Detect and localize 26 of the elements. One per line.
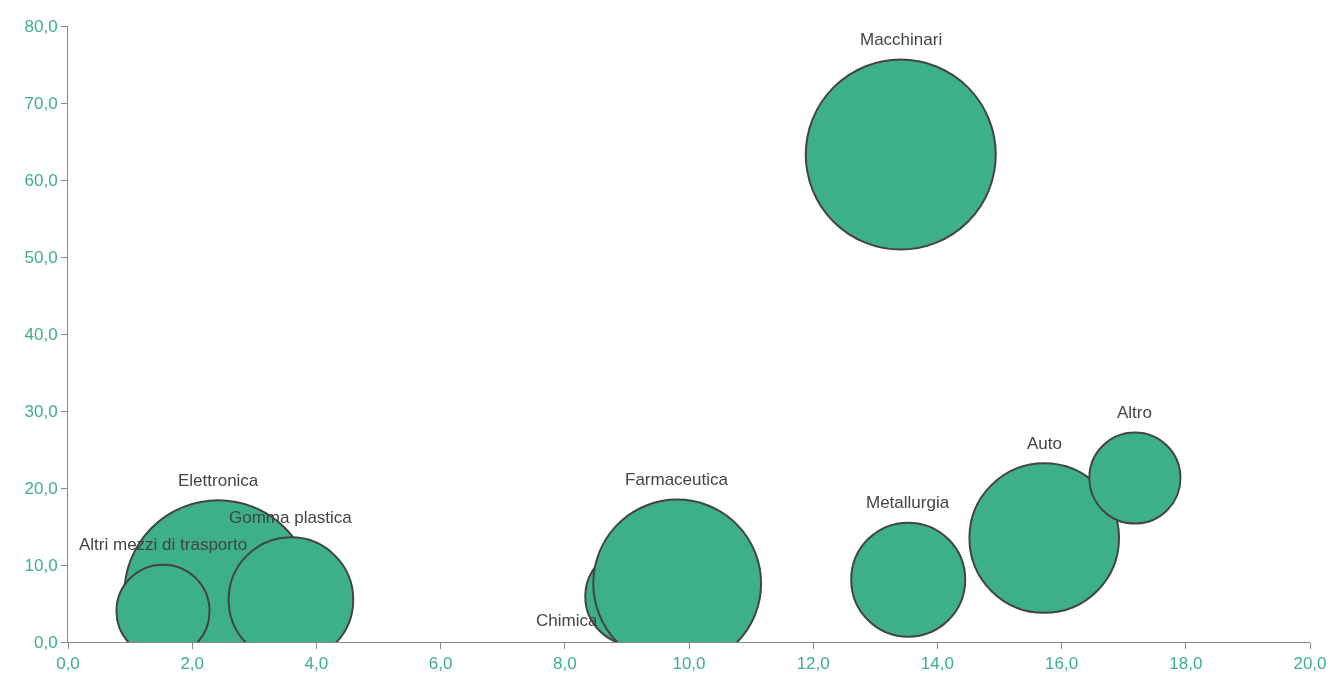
y-tick-label: 50,0: [24, 247, 58, 267]
y-tick-label: 20,0: [24, 478, 58, 498]
x-tick-label: 8,0: [552, 654, 577, 674]
y-tick-label: 80,0: [24, 16, 58, 36]
annotation: Auto: [1027, 434, 1062, 453]
x-tick-label: 12,0: [796, 654, 830, 674]
y-tick-label: 60,0: [24, 170, 58, 190]
x-tick-label: 18,0: [1169, 654, 1203, 674]
y-tick-label: 0,0: [33, 632, 58, 652]
x-tick-label: 4,0: [304, 654, 329, 674]
annotation: Altro: [1117, 403, 1152, 422]
x-tick-label: 14,0: [920, 654, 954, 674]
x-tick-label: 6,0: [428, 654, 453, 674]
annotation: Macchinari: [860, 30, 943, 49]
y-tick-label: 30,0: [24, 401, 58, 421]
y-tick-label: 70,0: [24, 93, 58, 113]
x-tick-label: 10,0: [672, 654, 706, 674]
x-tick-label: 2,0: [180, 654, 205, 674]
x-tick-label: 0,0: [56, 654, 80, 674]
annotation: Elettronica: [178, 471, 259, 490]
x-tick-label: 16,0: [1045, 654, 1079, 674]
annotation: Farmaceutica: [625, 470, 729, 489]
y-tick-label: 40,0: [24, 324, 58, 344]
annotation: Metallurgia: [866, 493, 950, 512]
x-tick-label: 20,0: [1293, 654, 1327, 674]
y-tick-label: 10,0: [24, 555, 58, 575]
